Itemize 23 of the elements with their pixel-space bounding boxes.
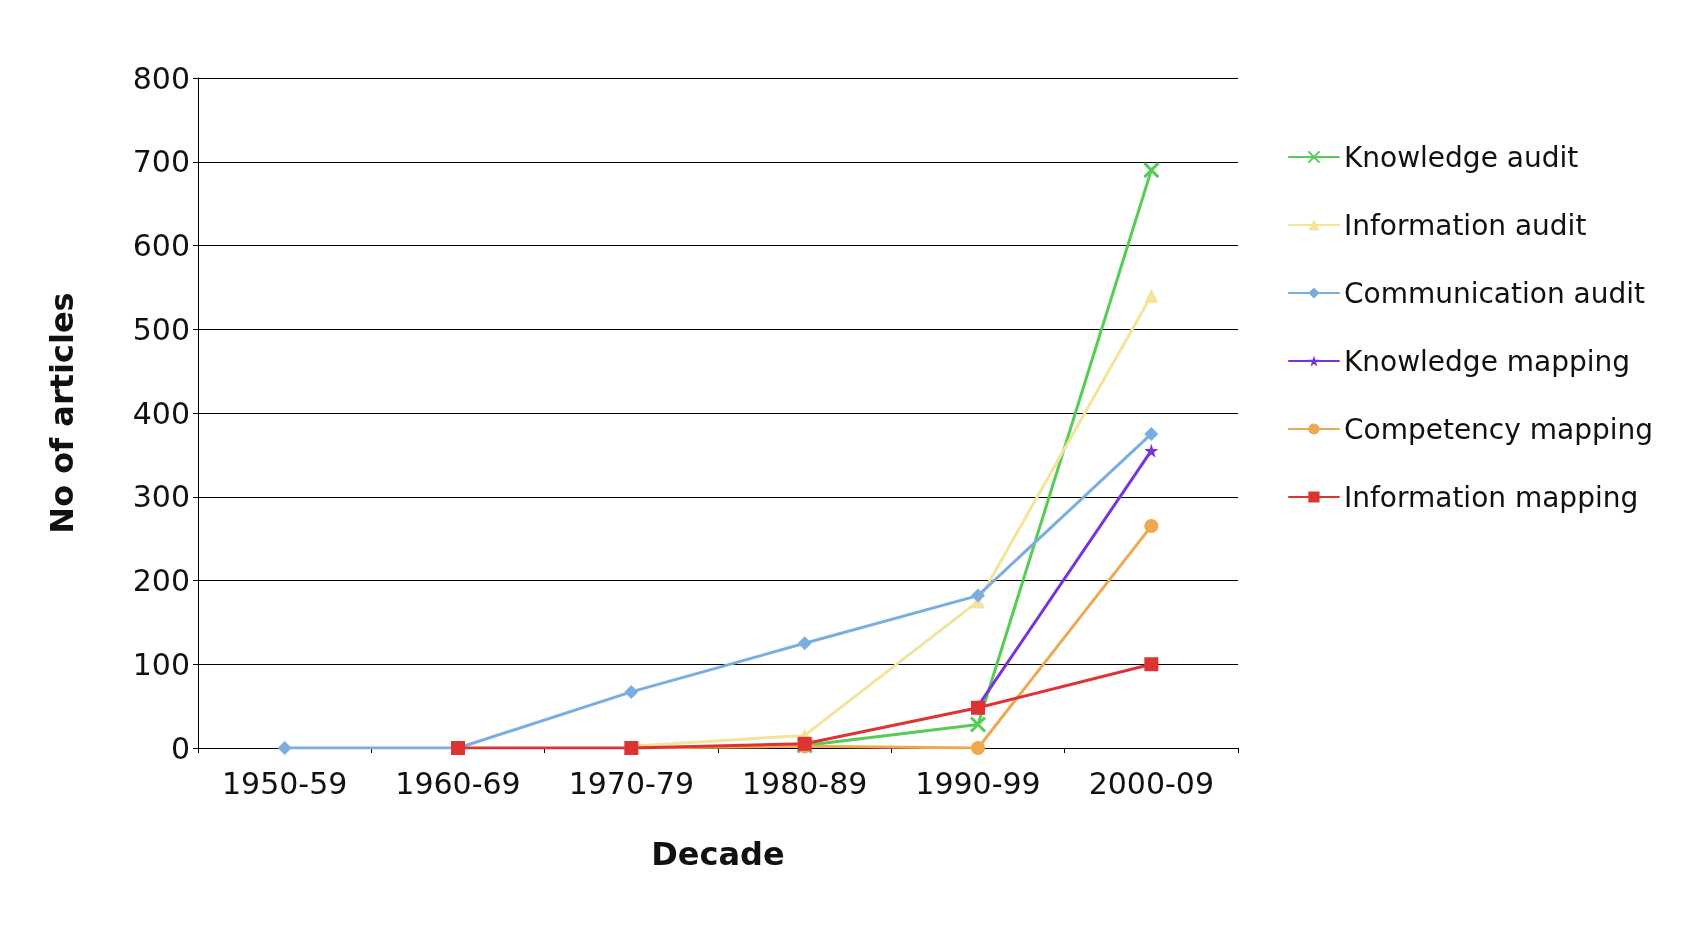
y-axis-title: No of articles bbox=[43, 292, 81, 534]
legend-label: Information mapping bbox=[1343, 480, 1639, 514]
y-tick-label: 600 bbox=[132, 228, 190, 263]
y-tick-label: 200 bbox=[132, 563, 190, 598]
legend-label: Knowledge audit bbox=[1343, 140, 1579, 174]
y-tick-label: 300 bbox=[132, 479, 190, 515]
y-tick-label: 500 bbox=[132, 311, 190, 347]
y-tick-label: 700 bbox=[132, 144, 190, 180]
legend-label: Information audit bbox=[1343, 208, 1587, 242]
x-tick-label: 1950-59 bbox=[221, 765, 348, 801]
x-tick-label: 2000-09 bbox=[1088, 765, 1215, 801]
legend-label: Communication audit bbox=[1343, 276, 1645, 310]
y-tick-label: 0 bbox=[170, 730, 190, 766]
legend-label: Knowledge mapping bbox=[1343, 344, 1631, 378]
x-tick-label: 1960-69 bbox=[395, 765, 521, 801]
x-tick-label: 1980-89 bbox=[741, 765, 868, 801]
y-tick-label: 100 bbox=[132, 646, 190, 682]
legend-label: Competency mapping bbox=[1343, 412, 1654, 446]
x-tick-label: 1970-79 bbox=[568, 765, 695, 801]
x-tick-label: 1990-99 bbox=[915, 765, 1041, 801]
y-tick-label: 400 bbox=[132, 395, 190, 431]
y-tick-label: 800 bbox=[132, 60, 190, 96]
x-axis-title: Decade bbox=[651, 835, 785, 873]
